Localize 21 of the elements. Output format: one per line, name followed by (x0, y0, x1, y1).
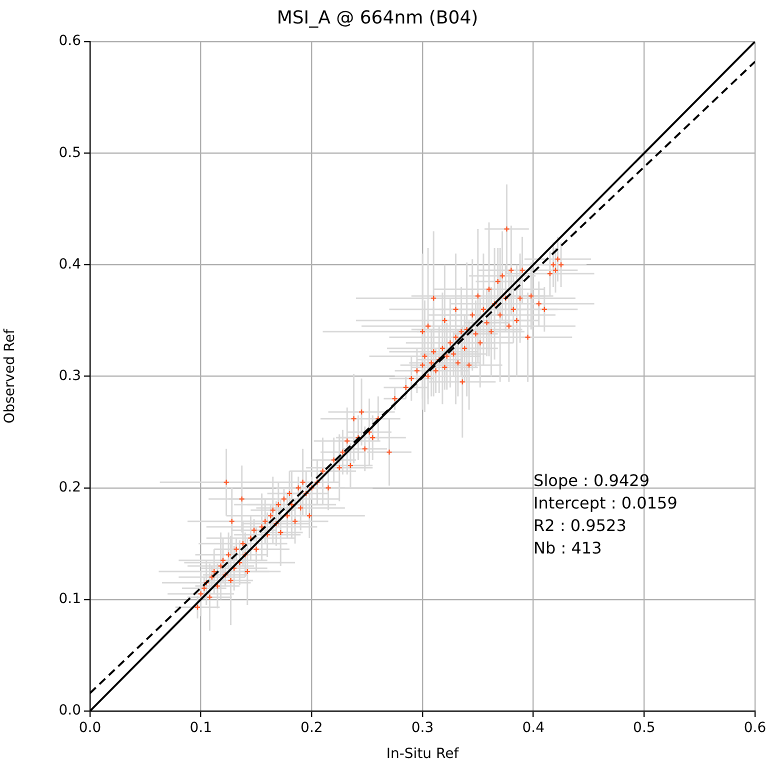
annotation: R2 : 0.9523 (534, 516, 626, 536)
y-tick-label: 0.5 (58, 144, 81, 161)
x-tick-label: 0.1 (190, 720, 212, 736)
x-axis-title: In-Situ Ref (386, 746, 460, 762)
y-tick-label: 0.3 (58, 368, 81, 384)
x-tick-label: 0.0 (78, 720, 102, 736)
annotation: Intercept : 0.0159 (534, 494, 678, 513)
x-tick-label: 0.3 (411, 720, 434, 736)
x-tick-label: 0.5 (633, 720, 656, 736)
annotation: Nb : 413 (534, 538, 602, 558)
y-tick-label: 0.0 (58, 702, 81, 719)
y-tick-label: 0.6 (58, 33, 82, 50)
y-tick-label: 0.4 (58, 256, 82, 272)
y-axis-title: Observed Ref (2, 328, 18, 424)
x-tick-label: 0.4 (522, 720, 545, 736)
x-tick-label: 0.2 (300, 720, 323, 736)
y-tick-label: 0.2 (58, 480, 81, 496)
annotation: Slope : 0.9429 (534, 471, 650, 490)
y-tick-label: 0.1 (58, 591, 81, 608)
x-tick-label: 0.6 (744, 720, 766, 736)
chart-title: MSI_A @ 664nm (B04) (276, 7, 478, 28)
